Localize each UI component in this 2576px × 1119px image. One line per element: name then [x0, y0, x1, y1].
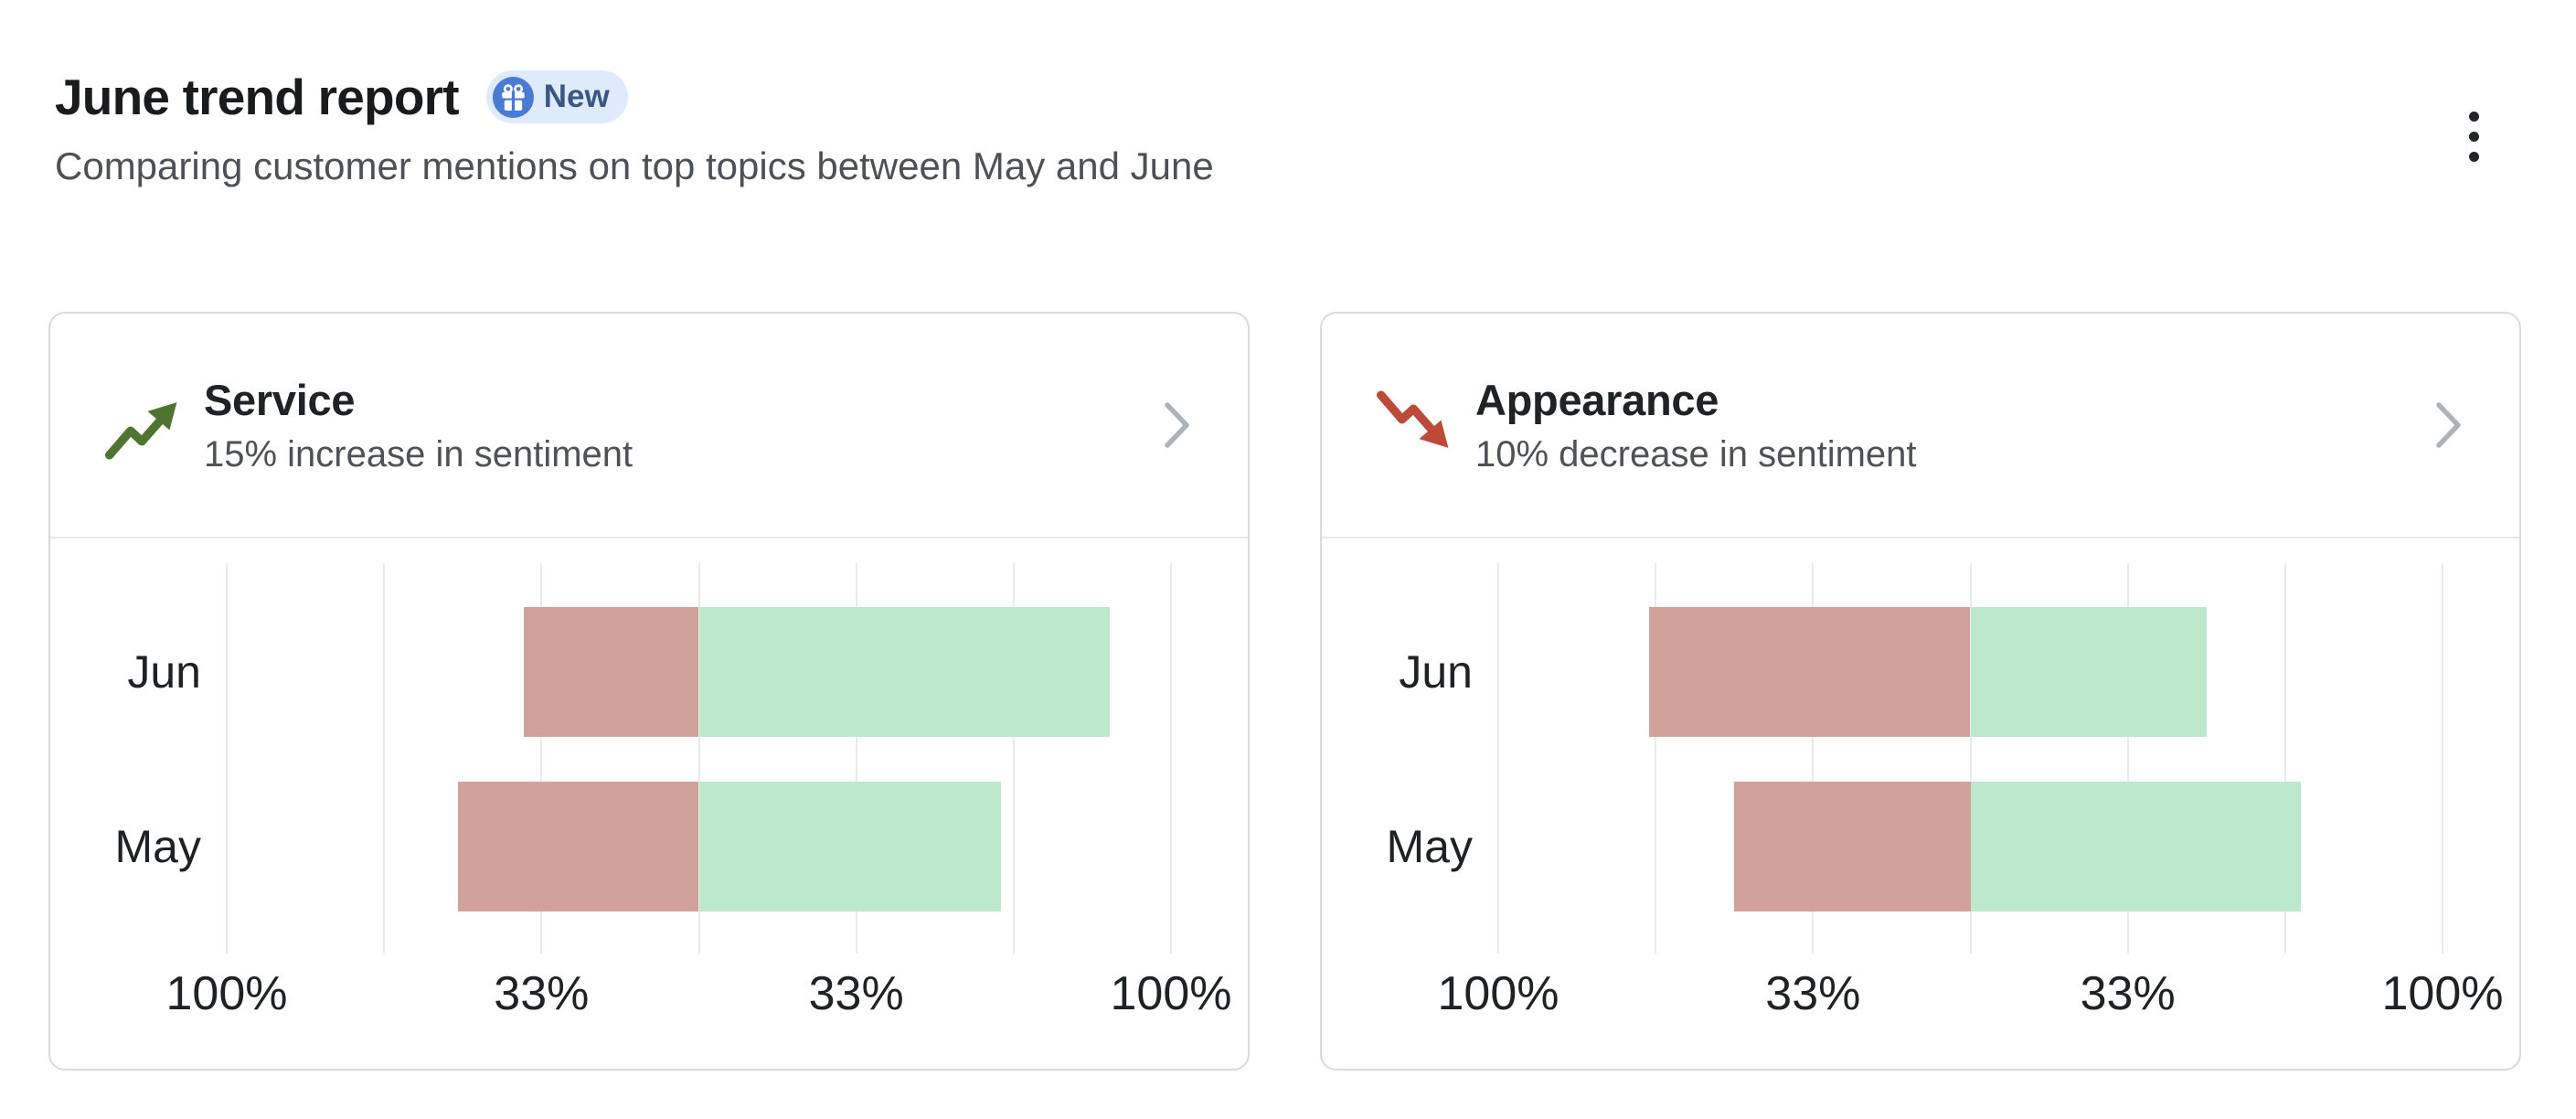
bar-row-may: May: [115, 781, 1171, 911]
gridline: [1812, 562, 1815, 954]
bar-row-jun: Jun: [127, 606, 1171, 737]
kebab-dot: [2468, 131, 2479, 142]
report-header: June trend report New Comparing customer…: [0, 0, 2576, 189]
gridline: [2442, 562, 2443, 954]
category-label: May: [1386, 820, 1473, 872]
positive-bar: [698, 781, 1002, 911]
plot-area: Jun May: [115, 562, 1172, 954]
chevron-right-icon[interactable]: [1162, 400, 1193, 451]
x-axis-tick: 100%: [1437, 966, 1559, 1020]
card-header: Appearance 10% decrease in sentiment: [1322, 314, 2519, 538]
bar-row-jun: Jun: [1399, 606, 2443, 737]
x-axis-tick: 100%: [165, 966, 288, 1020]
gift-icon: [492, 76, 534, 118]
positive-bar: [698, 606, 1110, 737]
category-label: Jun: [127, 645, 201, 698]
gridline: [383, 562, 386, 954]
negative-bar: [524, 606, 699, 737]
trend-down-arrow-icon: [1371, 386, 1459, 464]
negative-bar: [1649, 606, 1971, 737]
gridline: [2283, 562, 2286, 954]
negative-bar: [1734, 781, 1971, 911]
gridline: [1655, 562, 1657, 954]
gridline: [540, 562, 543, 954]
sentiment-chart-appearance: Jun May 100% 33% 33% 100%: [1322, 538, 2519, 1069]
topic-cards: Service 15% increase in sentiment Jun: [0, 311, 2576, 1071]
positive-bar: [1970, 781, 2302, 911]
x-axis-tick: 33%: [1765, 966, 1861, 1020]
sentiment-chart-service: Jun May 100% 33% 33% 100%: [50, 538, 1248, 1069]
topic-card-appearance[interactable]: Appearance 10% decrease in sentiment Jun: [1320, 311, 2521, 1071]
new-badge-label: New: [543, 79, 610, 115]
bar-row-may: May: [1387, 781, 2443, 911]
positive-bar: [1970, 606, 2207, 737]
gridline: [855, 562, 857, 954]
gridline: [1170, 562, 1172, 954]
x-axis-tick: 33%: [494, 966, 590, 1020]
kebab-dot: [2468, 111, 2479, 122]
gridline: [1012, 562, 1015, 954]
card-summary: 10% decrease in sentiment: [1475, 433, 1917, 474]
x-axis: 100% 33% 33% 100%: [1438, 966, 2504, 1023]
kebab-menu-button[interactable]: [2450, 95, 2497, 177]
category-label: May: [114, 820, 201, 872]
gridline: [2126, 562, 2129, 954]
card-summary: 15% increase in sentiment: [204, 433, 633, 474]
x-axis: 100% 33% 33% 100%: [166, 966, 1232, 1023]
card-header: Service 15% increase in sentiment: [50, 314, 1248, 538]
card-title: Appearance: [1475, 375, 1719, 424]
page-subtitle: Comparing customer mentions on top topic…: [55, 144, 1214, 187]
x-axis-tick: 100%: [1110, 966, 1232, 1020]
card-title: Service: [204, 375, 356, 424]
x-axis-tick: 100%: [2381, 966, 2504, 1020]
x-axis-tick: 33%: [808, 966, 904, 1020]
gridline: [697, 562, 700, 954]
topic-card-service[interactable]: Service 15% increase in sentiment Jun: [48, 311, 1250, 1071]
category-label: Jun: [1399, 645, 1473, 698]
gridline: [1969, 562, 1972, 954]
plot-area: Jun May: [1387, 562, 2443, 954]
chevron-right-icon[interactable]: [2433, 400, 2464, 451]
page-title: June trend report: [55, 69, 460, 125]
gridline: [1497, 562, 1499, 954]
trend-up-arrow-icon: [100, 386, 187, 464]
negative-bar: [458, 781, 699, 911]
x-axis-tick: 33%: [2080, 966, 2176, 1020]
new-badge: New: [485, 70, 628, 124]
gridline: [226, 562, 228, 954]
kebab-dot: [2468, 151, 2479, 162]
